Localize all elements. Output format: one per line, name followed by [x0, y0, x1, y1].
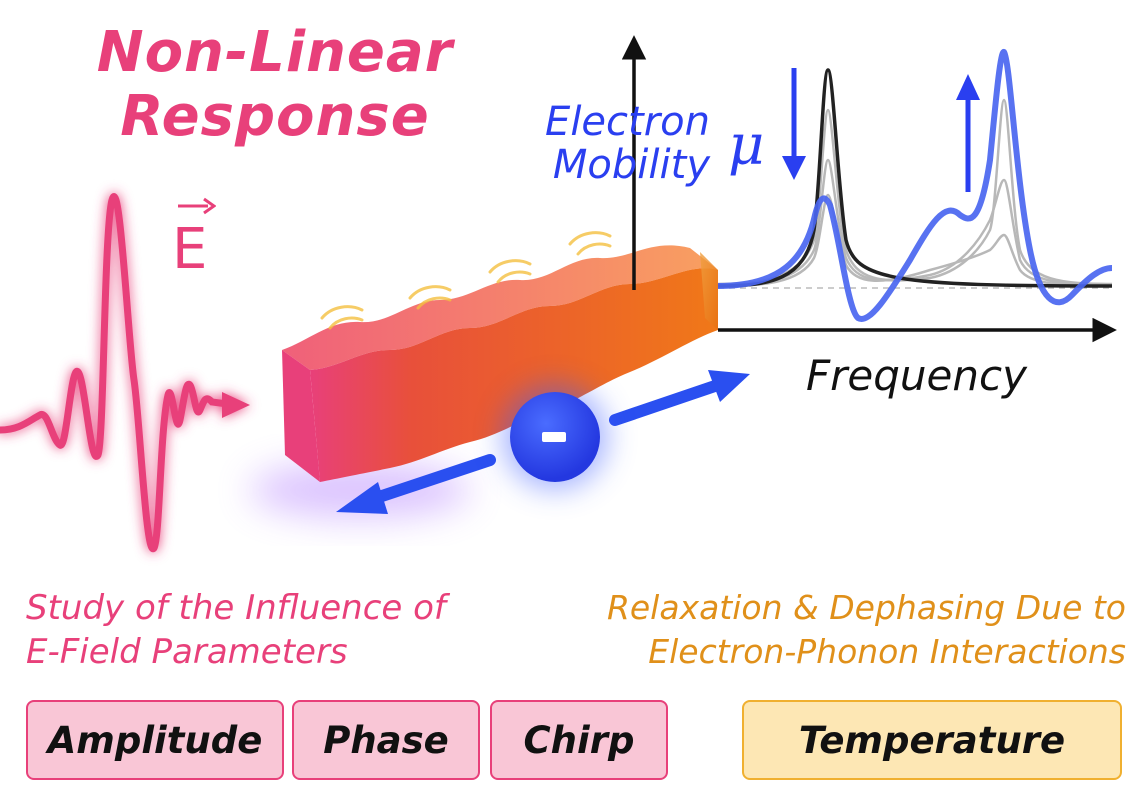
change-arrows	[782, 68, 980, 192]
vector-arrow-icon	[178, 197, 216, 215]
low-temperature-spectrum	[717, 68, 1113, 288]
nanowire-icon	[282, 245, 718, 482]
y-axis-label-line-2: Mobility	[552, 142, 710, 188]
x-axis-label: Frequency	[806, 351, 1027, 400]
title-line-2: Response	[120, 84, 430, 149]
temperature-box: Temperature	[742, 700, 1122, 780]
nanowire-glow	[250, 462, 470, 518]
electron-icon	[510, 392, 600, 482]
arrow-icon	[336, 370, 750, 514]
intermediate-spectra	[717, 98, 1113, 288]
amplitude-box: Amplitude	[26, 700, 284, 780]
high-field-spectrum	[717, 48, 1113, 322]
plot-axes	[621, 35, 1117, 343]
mobility-symbol: μ	[728, 113, 765, 178]
title-line-1: Non-Linear	[96, 20, 454, 85]
y-axis-label-line-1: Electron	[545, 99, 710, 145]
left-caption: Study of the Influence of E-Field Parame…	[26, 586, 546, 674]
vibration-arcs	[320, 231, 612, 330]
phase-box: Phase	[292, 700, 480, 780]
left-caption-line-1: Study of the Influence of	[26, 588, 446, 628]
chirp-box: Chirp	[490, 700, 668, 780]
electric-field-pulse-icon	[0, 193, 250, 552]
field-symbol: E	[172, 217, 208, 282]
right-caption: Relaxation & Dephasing Due to Electron-P…	[566, 586, 1126, 674]
right-caption-line-2: Electron-Phonon Interactions	[648, 632, 1126, 671]
right-caption-line-1: Relaxation & Dephasing Due to	[606, 588, 1126, 627]
left-caption-line-2: E-Field Parameters	[26, 632, 348, 672]
